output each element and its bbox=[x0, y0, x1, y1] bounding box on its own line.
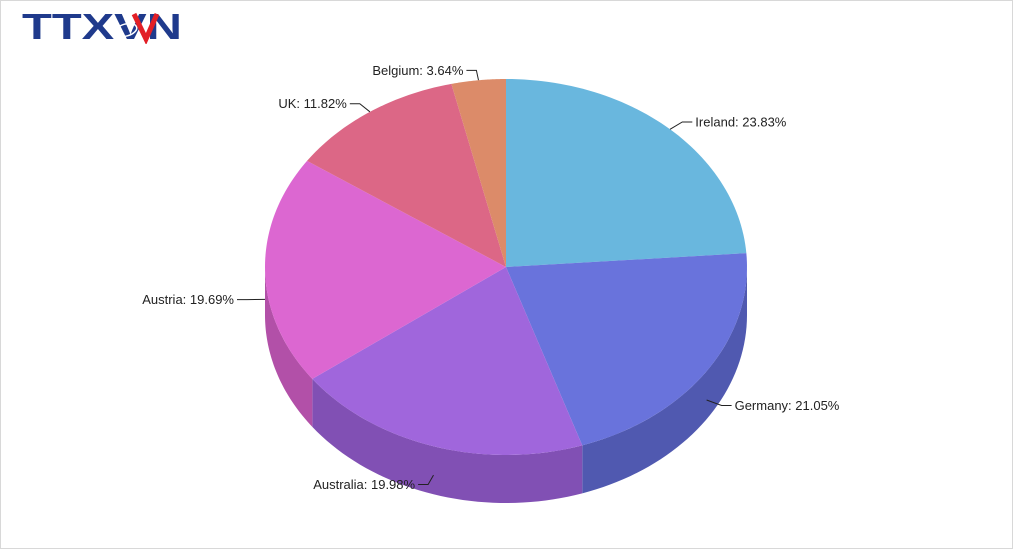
leader-line-belgium bbox=[466, 69, 479, 81]
logo-swirl bbox=[114, 22, 138, 38]
slice-label-australia: Australia: 19.98% bbox=[313, 477, 415, 492]
pie-sides bbox=[265, 267, 747, 503]
pie-labels: Ireland: 23.83% Germany: 21.05% Australia:… bbox=[142, 63, 840, 492]
slice-austria[interactable] bbox=[265, 160, 506, 379]
slice-label-ireland: Ireland: 23.83% bbox=[695, 115, 787, 130]
logo-v-accent bbox=[131, 12, 160, 44]
ttxvn-logo: TTXVN bbox=[22, 8, 182, 44]
slice-belgium[interactable] bbox=[451, 79, 506, 267]
slice-germany[interactable] bbox=[506, 253, 747, 446]
slice-label-germany: Germany: 21.05% bbox=[735, 398, 840, 413]
slice-label-austria: Austria: 19.69% bbox=[142, 292, 234, 307]
slice-ireland[interactable] bbox=[506, 79, 747, 267]
slice-label-uk: UK: 11.82% bbox=[278, 96, 347, 111]
leader-line-germany bbox=[706, 399, 732, 406]
slice-side-germany bbox=[582, 267, 747, 494]
leader-line-uk bbox=[349, 103, 371, 113]
slice-label-belgium: Belgium: 3.64% bbox=[372, 63, 463, 78]
slice-side-austria bbox=[265, 267, 313, 427]
slice-uk[interactable] bbox=[307, 83, 506, 267]
leader-line-australia bbox=[418, 474, 434, 485]
slice-side-australia bbox=[312, 378, 583, 503]
slice-australia[interactable] bbox=[312, 267, 583, 455]
pie-slices bbox=[265, 79, 747, 455]
leader-line-ireland bbox=[669, 121, 693, 130]
